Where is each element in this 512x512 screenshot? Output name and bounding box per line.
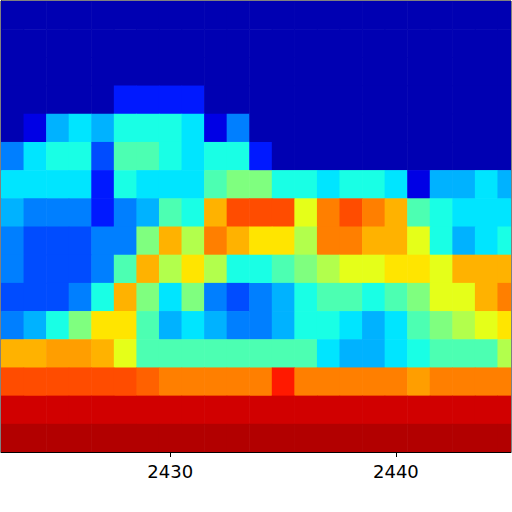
svg-text:2440: 2440 (373, 461, 419, 482)
svg-text:2430: 2430 (147, 461, 193, 482)
